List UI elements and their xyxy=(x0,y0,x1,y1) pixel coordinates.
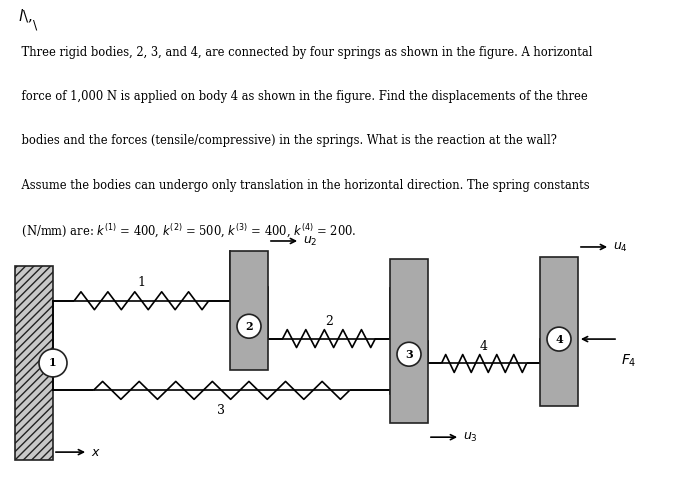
Circle shape xyxy=(547,327,571,351)
Text: 3: 3 xyxy=(218,404,225,417)
Text: $x$: $x$ xyxy=(91,445,101,458)
Circle shape xyxy=(397,342,421,366)
Text: 4: 4 xyxy=(555,334,563,345)
Text: 1: 1 xyxy=(49,358,57,369)
Text: $u_3$: $u_3$ xyxy=(463,431,478,444)
Bar xyxy=(540,257,578,406)
Text: 1: 1 xyxy=(137,276,146,289)
Text: $l$\,: $l$\, xyxy=(18,8,32,25)
Text: Three rigid bodies, 2, 3, and 4, are connected by four springs as shown in the f: Three rigid bodies, 2, 3, and 4, are con… xyxy=(7,45,592,59)
Text: bodies and the forces (tensile/compressive) in the springs. What is the reaction: bodies and the forces (tensile/compressi… xyxy=(7,134,557,147)
Text: 2: 2 xyxy=(325,315,333,327)
Text: force of 1,000 N is applied on body 4 as shown in the figure. Find the displacem: force of 1,000 N is applied on body 4 as… xyxy=(7,90,588,103)
Text: $u_2$: $u_2$ xyxy=(303,234,318,248)
Circle shape xyxy=(237,315,261,338)
Bar xyxy=(15,266,53,460)
Text: Assume the bodies can undergo only translation in the horizontal direction. The : Assume the bodies can undergo only trans… xyxy=(7,179,589,192)
Circle shape xyxy=(39,349,67,377)
Text: (N/mm) are: $k^{(1)}$ = 400, $k^{(2)}$ = 500, $k^{(3)}$ = 400, $k^{(4)}$ = 200.: (N/mm) are: $k^{(1)}$ = 400, $k^{(2)}$ =… xyxy=(7,223,356,240)
Text: $F_4$: $F_4$ xyxy=(621,353,636,369)
Bar xyxy=(390,259,428,423)
Text: 2: 2 xyxy=(245,321,253,332)
Text: 3: 3 xyxy=(405,349,413,360)
Bar xyxy=(230,251,268,370)
Text: 4: 4 xyxy=(480,339,488,353)
Text: $u_4$: $u_4$ xyxy=(613,240,628,253)
Text: $\backslash$: $\backslash$ xyxy=(32,18,38,32)
